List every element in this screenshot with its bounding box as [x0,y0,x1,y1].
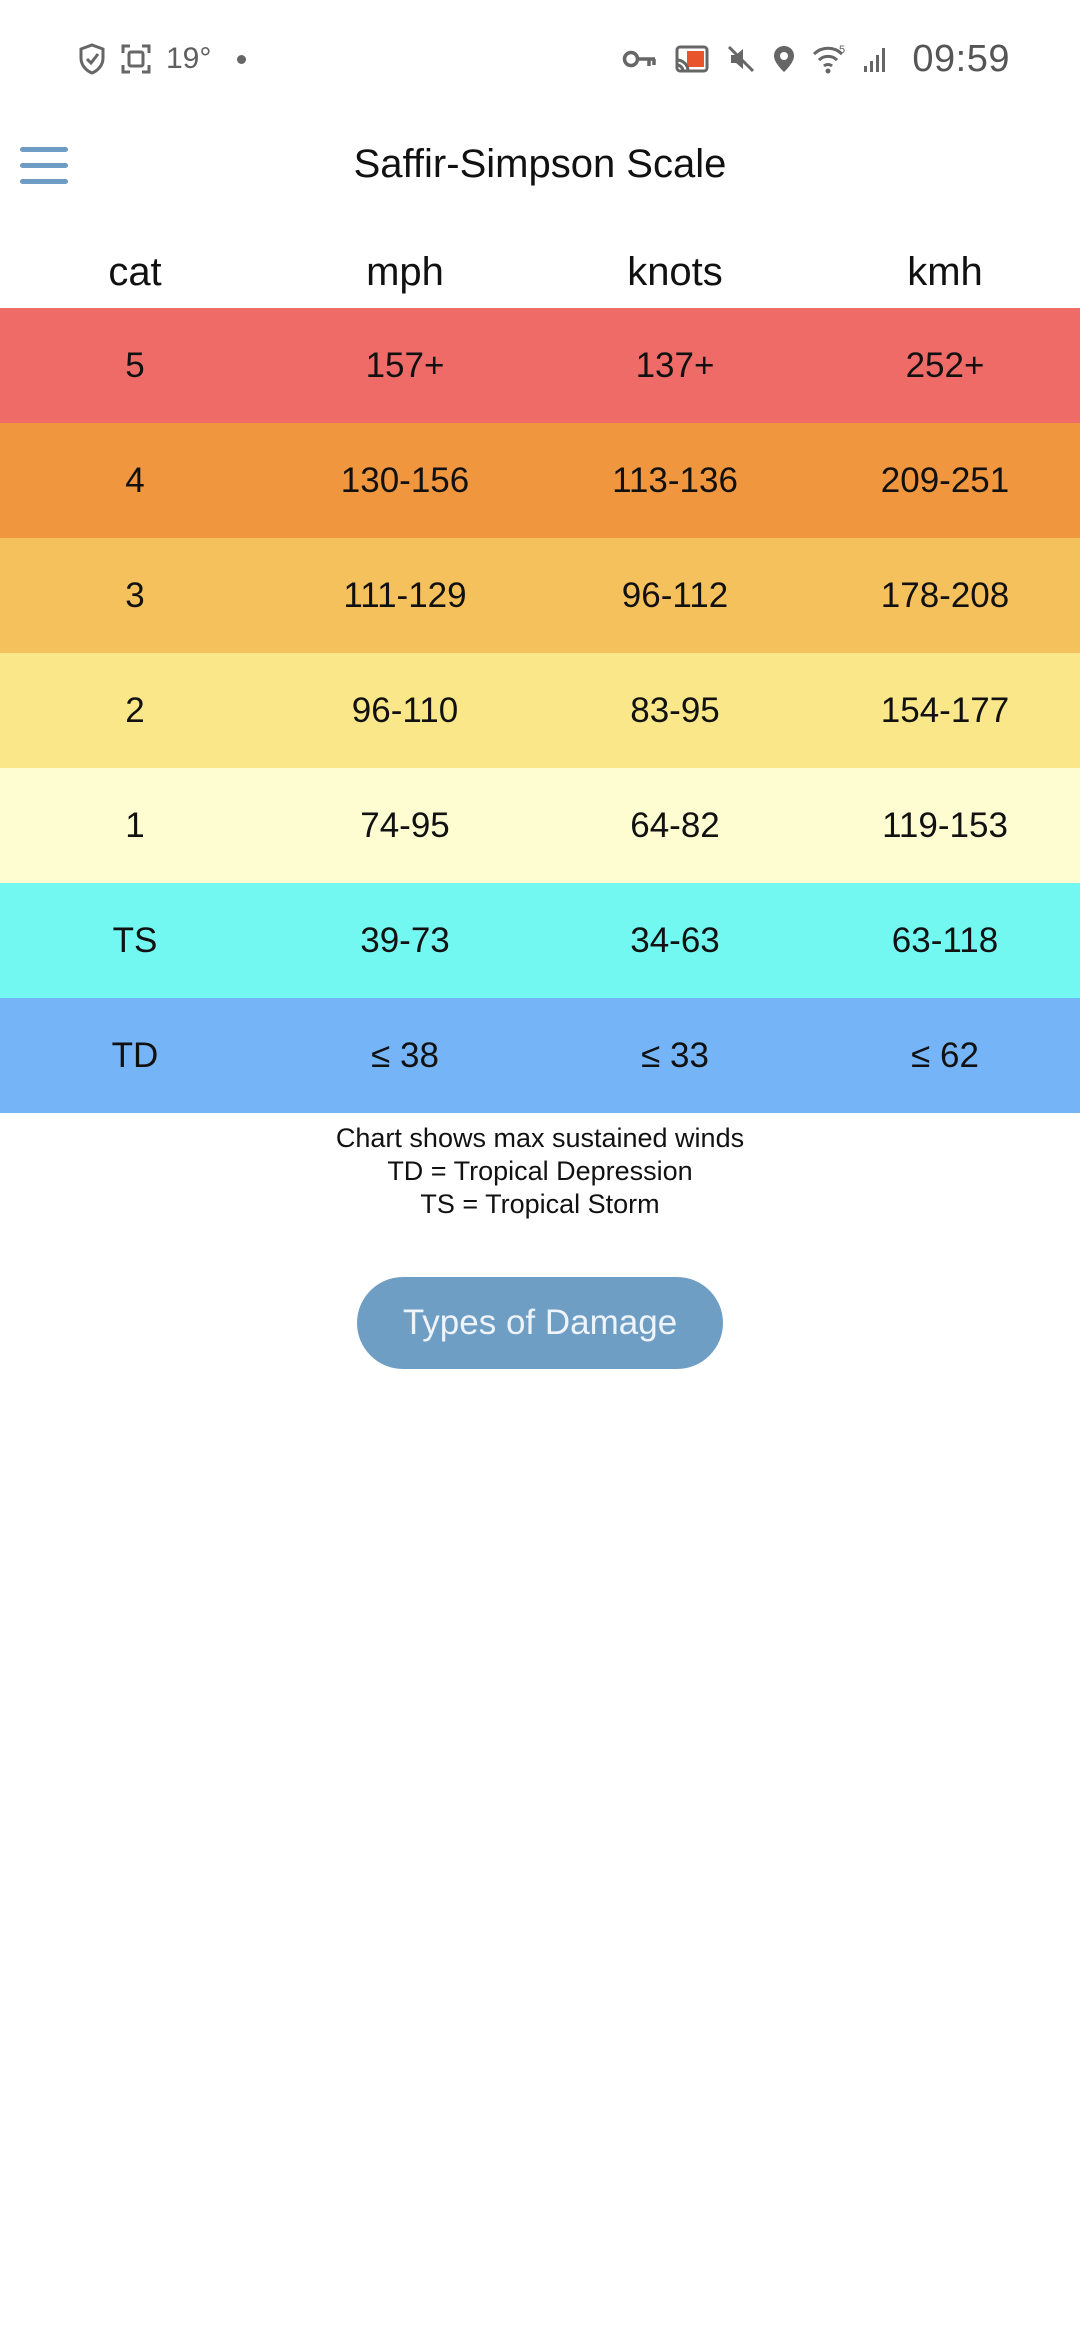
cell-knots: 137+ [635,345,715,385]
cell-mph: 111-129 [343,575,467,615]
screenshot-icon [120,43,152,75]
cell-knots: 83-95 [630,690,720,730]
cast-icon [674,44,710,74]
cell-knots: 96-112 [621,575,729,615]
cell-kmh: 209-251 [880,460,1010,500]
header-kmh: kmh [907,249,983,294]
cell-cat: TD [111,1035,159,1075]
mute-icon [726,44,756,74]
table-header: cat mph knots kmh [0,232,1080,308]
table-row-tropical-depression: TD ≤ 38 ≤ 33 ≤ 62 [0,998,1080,1113]
cell-cat: 1 [125,805,145,845]
cell-mph: 96-110 [351,690,459,730]
types-of-damage-button[interactable]: Types of Damage [357,1277,723,1369]
cell-kmh: 178-208 [880,575,1010,615]
location-icon [772,44,796,74]
wifi-badge: 5 [839,44,845,56]
cell-knots: ≤ 33 [641,1035,709,1075]
cell-mph: 130-156 [340,460,470,500]
table-row-cat-2: 2 96-110 83-95 154-177 [0,653,1080,768]
clock-time: 09:59 [912,37,1010,80]
cell-kmh: 119-153 [882,805,1008,845]
cell-knots: 64-82 [630,805,720,845]
footnote-td: TD = Tropical Depression [387,1156,693,1186]
hamburger-menu-icon[interactable] [20,140,70,190]
cell-cat: 5 [125,345,145,385]
menu-line [20,178,68,184]
footnote-ts: TS = Tropical Storm [420,1189,660,1219]
temperature-text: 19° [166,42,212,75]
footnote-max-winds: Chart shows max sustained winds [335,1123,745,1153]
menu-line [20,162,68,168]
cell-kmh: ≤ 62 [911,1035,979,1075]
header-cat: cat [108,249,162,294]
status-bar-right: 5 09:59 [622,38,1010,81]
cell-cat: 4 [125,460,145,500]
table-row-cat-3: 3 111-129 96-112 178-208 [0,538,1080,653]
cell-kmh: 63-118 [891,920,999,960]
notification-dot-icon [237,54,247,64]
cell-cat: 2 [125,690,145,730]
signal-icon [862,44,890,74]
cell-mph: 157+ [365,345,445,385]
cell-mph: 74-95 [360,805,450,845]
wifi-icon: 5 [812,44,846,74]
shield-icon [78,43,106,75]
cell-knots: 34-63 [630,920,720,960]
header-mph: mph [366,249,444,294]
table-row-cat-4: 4 130-156 113-136 209-251 [0,423,1080,538]
page-title: Saffir-Simpson Scale [353,141,727,186]
footnotes: Chart shows max sustained winds TD = Tro… [0,1122,1080,1221]
cell-knots: 113-136 [612,460,738,500]
menu-line [20,146,68,152]
app-bar: Saffir-Simpson Scale [0,118,1080,233]
saffir-simpson-table: cat mph knots kmh 5 157+ 137+ 252+ 4 130… [0,232,1080,1113]
table-row-cat-1: 1 74-95 64-82 119-153 [0,768,1080,883]
cell-kmh: 252+ [905,345,985,385]
cell-cat: TS [112,920,158,960]
table-row-cat-5: 5 157+ 137+ 252+ [0,308,1080,423]
status-bar-left: 19° [78,42,247,76]
cell-kmh: 154-177 [880,690,1010,730]
status-bar: 19° [0,0,1080,118]
header-knots: knots [627,249,723,294]
cell-mph: 39-73 [360,920,450,960]
cell-cat: 3 [125,575,145,615]
key-icon [622,47,658,71]
table-row-tropical-storm: TS 39-73 34-63 63-118 [0,883,1080,998]
cell-mph: ≤ 38 [371,1035,439,1075]
